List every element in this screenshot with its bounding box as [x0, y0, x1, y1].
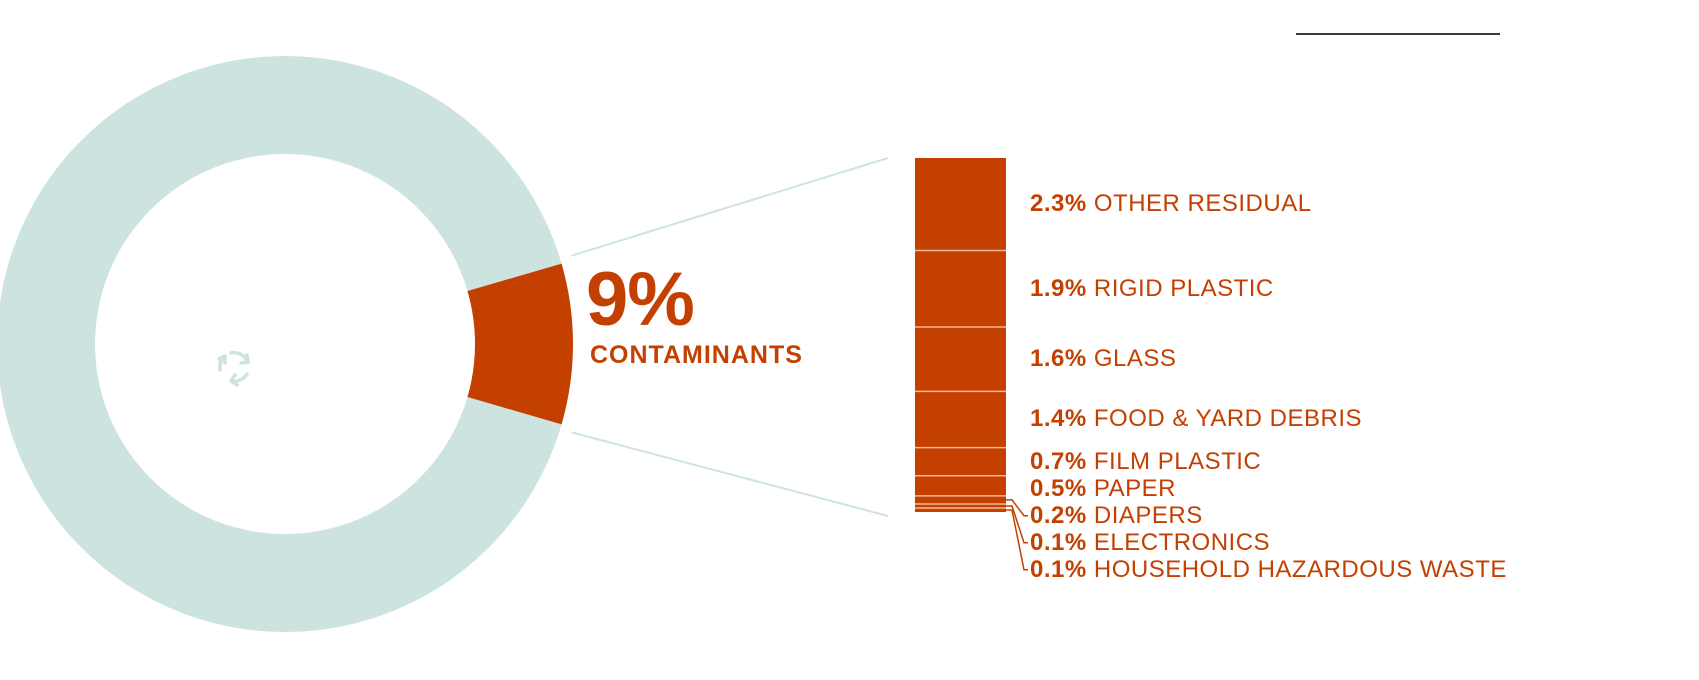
leader-line-bottom: [571, 431, 889, 517]
breakdown-category: RIGID PLASTIC: [1086, 274, 1274, 302]
recycling-bin-icon: [195, 298, 273, 430]
label-connector: [1006, 499, 1028, 517]
breakdown-value: 0.7%: [1030, 447, 1087, 475]
leader-line-top: [571, 157, 889, 257]
breakdown-label: 0.7% FILM PLASTIC: [1030, 447, 1262, 475]
breakdown-category: HOUSEHOLD HAZARDOUS WASTE: [1086, 555, 1507, 583]
breakdown-value: 0.2%: [1030, 501, 1087, 529]
header-rule: [1296, 33, 1500, 35]
breakdown-label: 2.3% OTHER RESIDUAL: [1030, 192, 1312, 216]
bar-segment: [915, 495, 1006, 504]
breakdown-label: 0.2% DIAPERS: [1030, 501, 1203, 529]
label-connector: [1006, 505, 1028, 544]
bar-segment: [915, 447, 1006, 476]
breakdown-label: 1.9% RIGID PLASTIC: [1030, 274, 1274, 302]
contaminant-percent: 9%: [586, 257, 695, 342]
breakdown-value: 1.4%: [1030, 405, 1087, 433]
breakdown-value: 2.3%: [1030, 190, 1087, 218]
breakdown-label: 0.5% PAPER: [1030, 474, 1176, 502]
bar-segment: [915, 250, 1006, 327]
breakdown-label: 0.1% ELECTRONICS: [1030, 528, 1271, 556]
bar-segment: [915, 391, 1006, 448]
bar-segment: [915, 158, 1006, 251]
breakdown-category: PAPER: [1086, 474, 1176, 502]
breakdown-value: 0.1%: [1030, 555, 1087, 583]
contaminant-label: CONTAMINANTS: [590, 341, 803, 369]
recycle-arrows-icon: [217, 350, 250, 387]
breakdown-category: FILM PLASTIC: [1086, 447, 1262, 475]
person-icon: [268, 198, 392, 430]
bar-segment: [915, 503, 1006, 508]
bar-segment: [915, 507, 1006, 512]
breakdown-label: 0.1% HOUSEHOLD HAZARDOUS WASTE: [1030, 555, 1507, 583]
breakdown-category: DIAPERS: [1086, 501, 1203, 529]
donut-chart: [0, 56, 573, 632]
donut-slice-remainder: [0, 56, 562, 632]
label-connector: [1006, 509, 1028, 571]
breakdown-stacked-bar: [915, 158, 1006, 512]
breakdown-value: 0.1%: [1030, 528, 1087, 556]
breakdown-label: 1.6% GLASS: [1030, 347, 1176, 371]
breakdown-label: 1.4% FOOD & YARD DEBRIS: [1030, 407, 1362, 431]
breakdown-category: OTHER RESIDUAL: [1086, 190, 1312, 218]
breakdown-value: 1.9%: [1030, 274, 1087, 302]
breakdown-value: 0.5%: [1030, 474, 1087, 502]
leader-lines: [571, 157, 889, 517]
donut-slice-contaminants: [467, 263, 573, 425]
bar-segment: [915, 475, 1006, 496]
breakdown-category: ELECTRONICS: [1086, 528, 1271, 556]
breakdown-category: FOOD & YARD DEBRIS: [1086, 405, 1363, 433]
breakdown-category: GLASS: [1086, 345, 1177, 373]
small-item-connectors: [1006, 499, 1028, 571]
bar-segment: [915, 326, 1006, 392]
breakdown-value: 1.6%: [1030, 345, 1087, 373]
